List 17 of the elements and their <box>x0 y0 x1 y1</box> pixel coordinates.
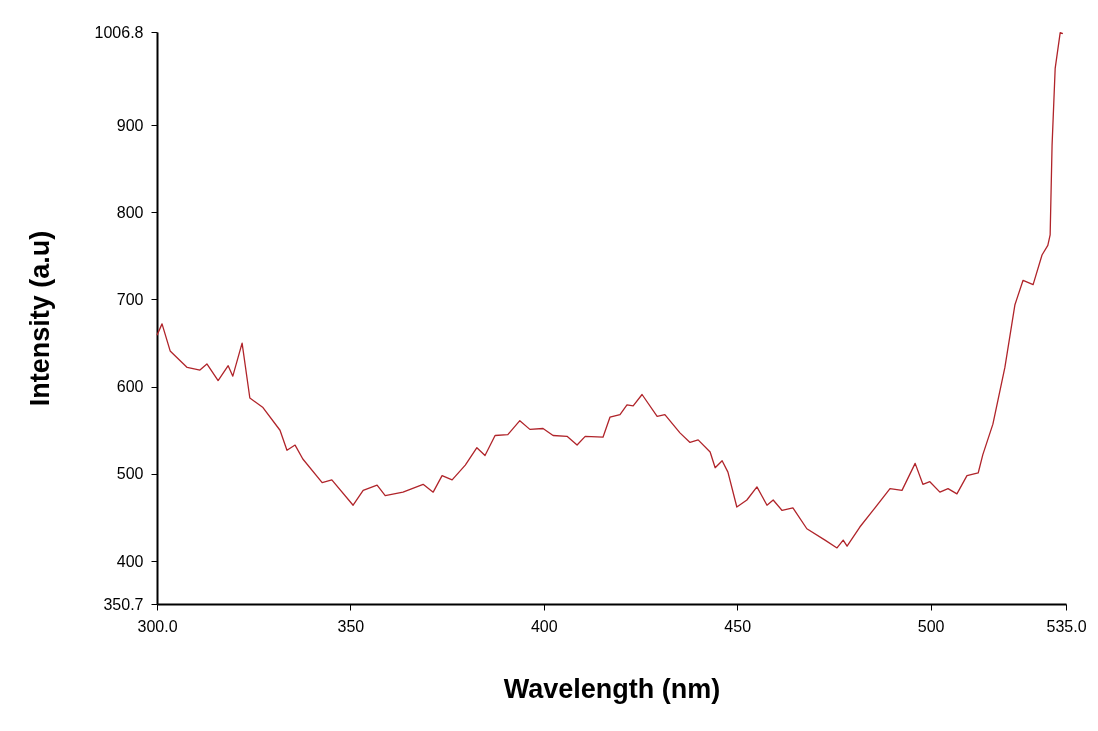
y-tick-label: 500 <box>116 465 144 483</box>
y-tick-label: 800 <box>116 203 144 221</box>
line-series <box>156 32 1064 549</box>
x-tick-label: 350 <box>337 617 365 635</box>
y-tick-label: 1006.8 <box>94 23 144 41</box>
y-tick-label: 700 <box>116 290 144 308</box>
x-tick-label: 500 <box>917 617 945 635</box>
y-tick-label: 600 <box>116 378 144 396</box>
y-tick-label: 400 <box>116 552 144 570</box>
x-tick-label: 450 <box>724 617 752 635</box>
y-axis-title: Intensity (a.u) <box>24 230 55 407</box>
x-axis-title: Wavelength (nm) <box>503 673 721 704</box>
x-tick-label: 300.0 <box>137 617 178 635</box>
y-tick-label: 900 <box>116 116 144 134</box>
y-tick-label: 350.7 <box>103 595 144 613</box>
x-tick-label: 535.0 <box>1046 617 1087 635</box>
x-tick-label: 400 <box>530 617 558 635</box>
